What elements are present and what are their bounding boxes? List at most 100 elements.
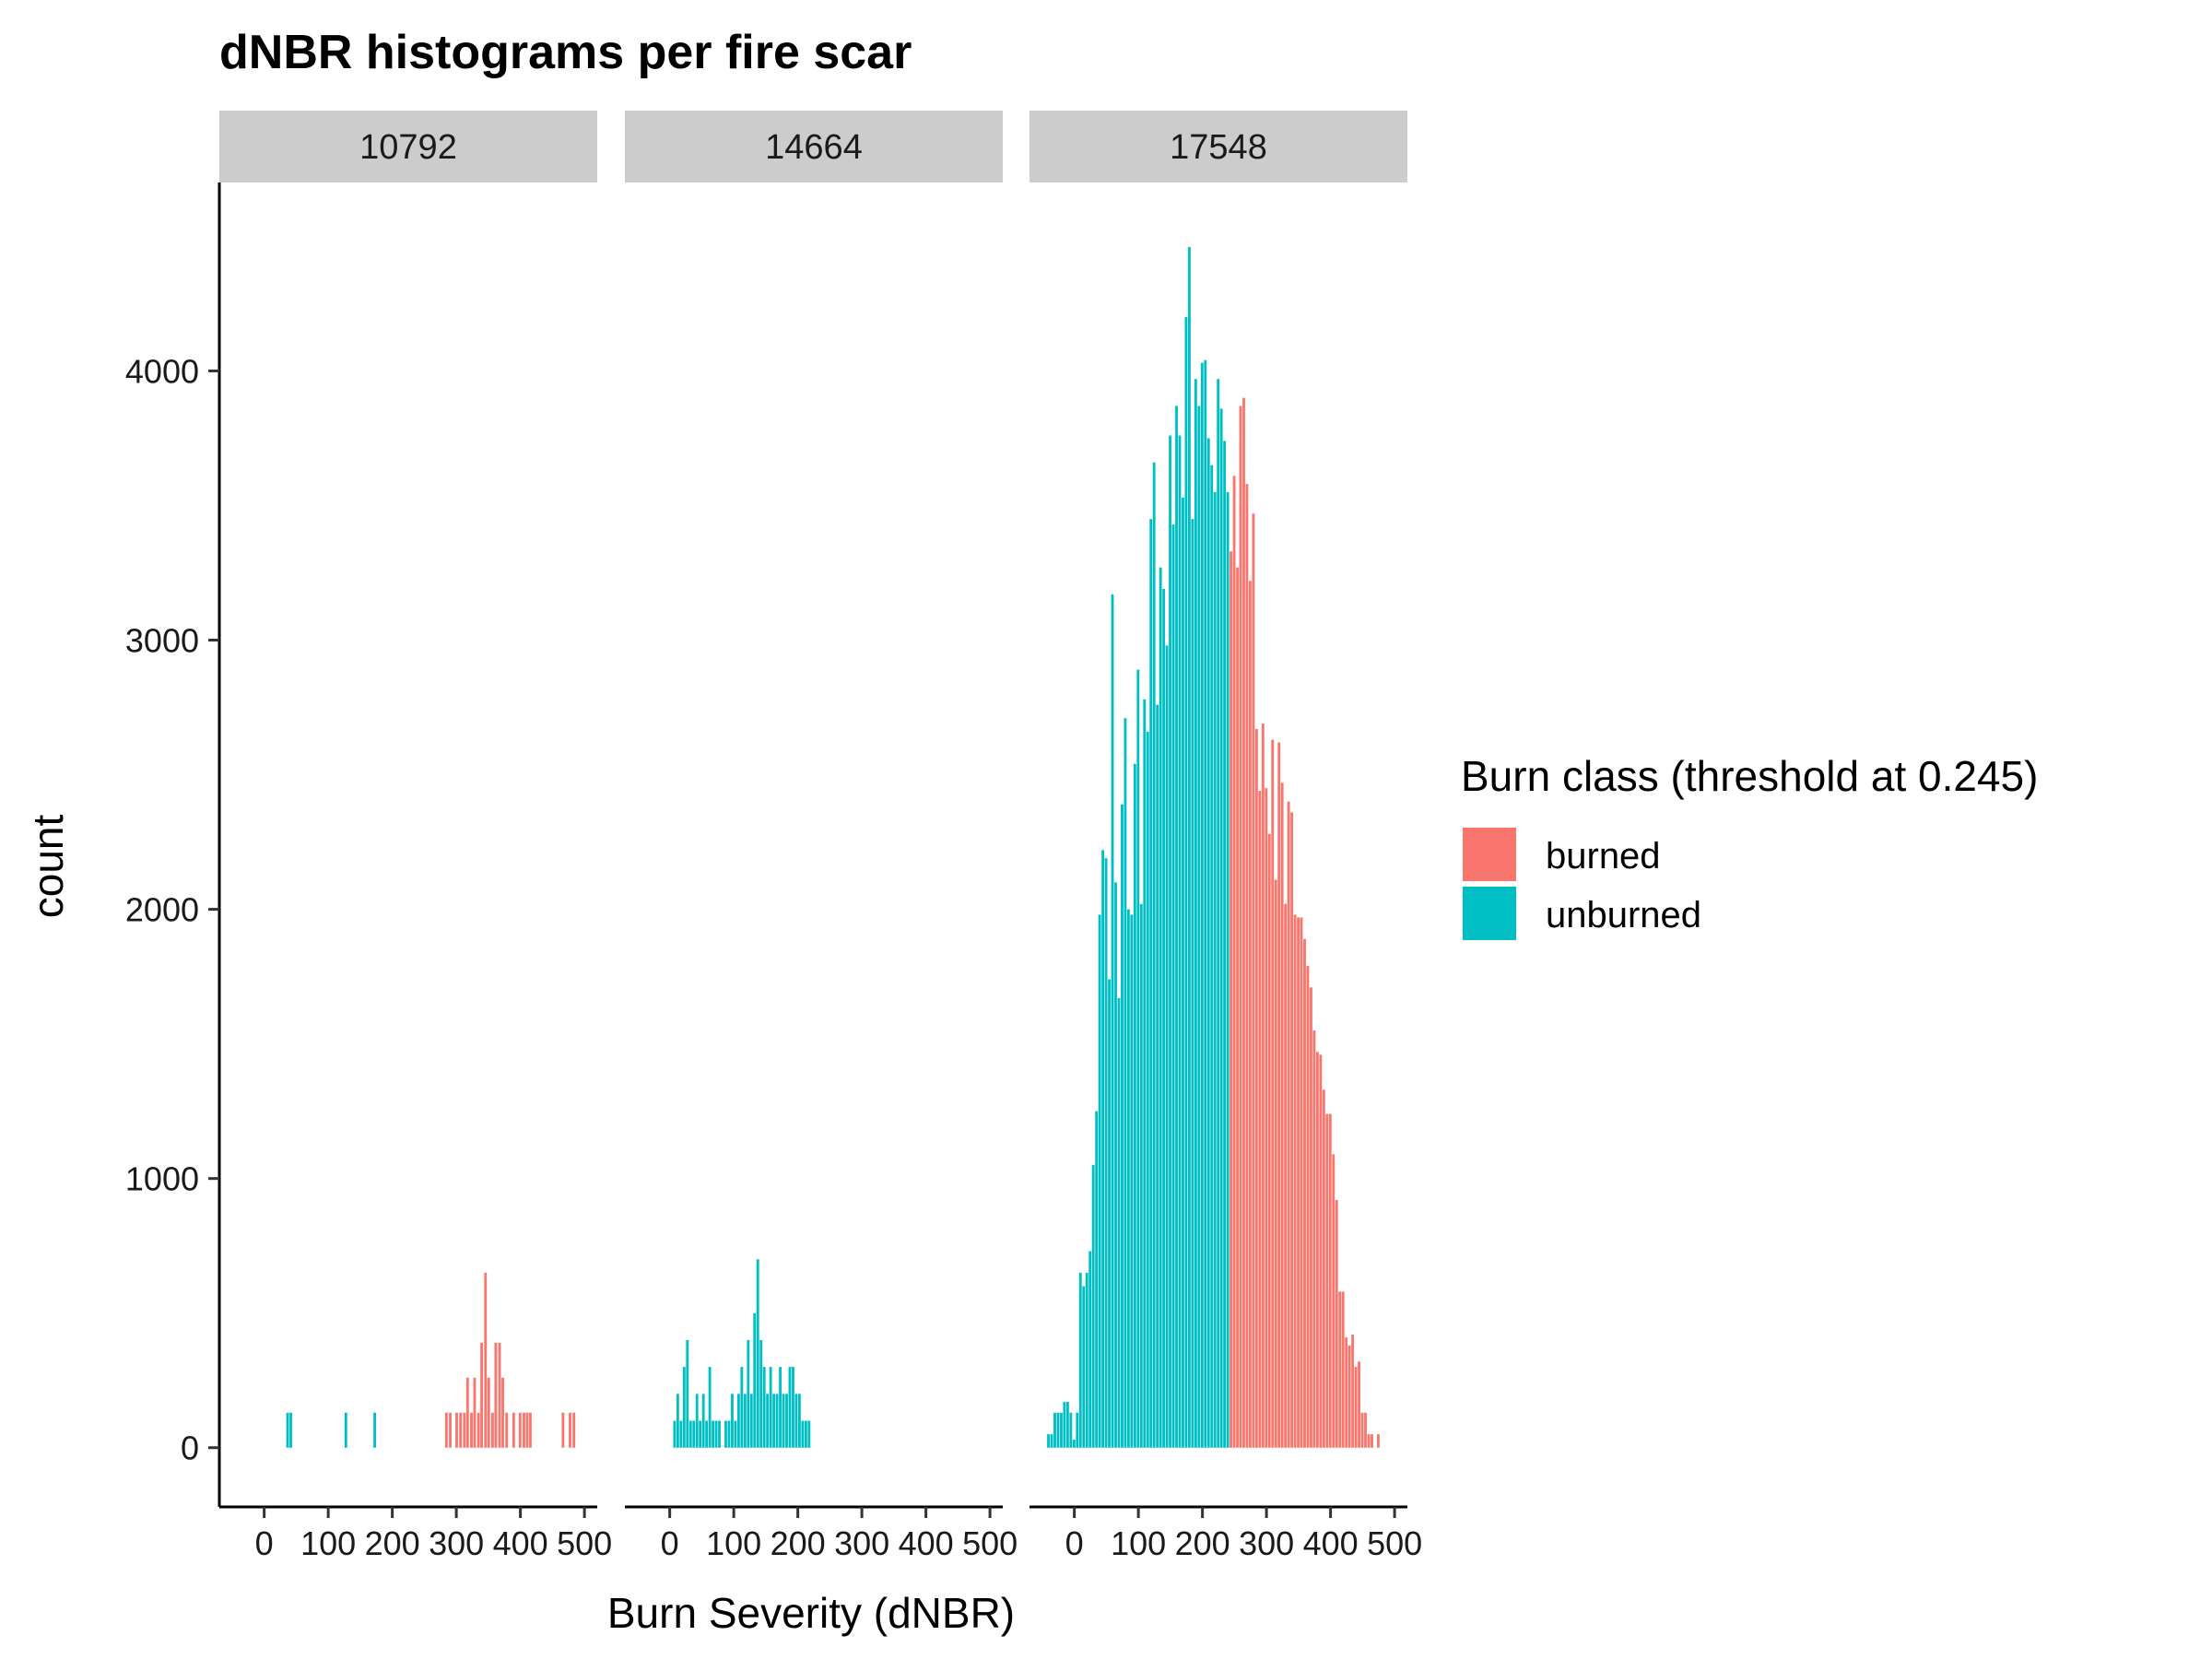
histogram-bar [743,1394,747,1448]
histogram-bar [1156,704,1159,1448]
histogram-bar [747,1339,750,1448]
histogram-bar [1293,914,1297,1448]
histogram-bar [1297,917,1300,1448]
histogram-bar [1354,1367,1358,1448]
histogram-bar [1312,1030,1316,1448]
histogram-bar [699,1420,702,1448]
histogram-bar [1261,724,1265,1448]
histogram-bar [712,1420,715,1448]
histogram-bar [682,1367,686,1448]
histogram-bar [286,1412,289,1448]
histogram-bar [455,1412,458,1448]
histogram-bar [736,1394,740,1448]
y-tick-label: 4000 [125,352,199,390]
histogram-bar [676,1394,679,1448]
histogram-bar [1169,435,1171,1448]
histogram-bar [1265,788,1268,1448]
y-tick-label: 3000 [125,622,199,660]
histogram-bar [465,1377,469,1448]
histogram-bar [1047,1434,1050,1448]
histogram-bar [1095,1111,1099,1448]
histogram-bar [569,1412,571,1448]
histogram-bar [1213,491,1217,1448]
histogram-bars [673,1259,811,1448]
histogram-bar [490,1412,494,1448]
histogram-bar [1226,491,1230,1448]
histogram-bar [1319,1054,1323,1448]
histogram-bar [449,1412,452,1448]
histogram-bar [1108,979,1111,1448]
histogram-bar [1152,462,1156,1448]
histogram-bar [484,1272,488,1448]
histogram-bar [1341,1291,1345,1448]
histogram-bar [1236,567,1239,1448]
x-tick-label: 200 [771,1524,826,1562]
histogram-bar [572,1412,576,1448]
histogram-bar [1239,406,1242,1448]
histogram-bar [792,1367,794,1448]
y-axis-title: count [24,815,72,919]
histogram-bar [1230,551,1233,1448]
histogram-bar [1088,1251,1092,1448]
histogram-bar [1310,987,1312,1448]
histogram-bar [782,1394,785,1448]
x-tick-label: 400 [899,1524,954,1562]
legend-label-unburned: unburned [1546,895,1701,935]
histogram-bar [1277,742,1281,1448]
histogram-bars [286,1272,576,1448]
histogram-bar [1249,581,1252,1448]
histogram-bar [1101,850,1105,1448]
histogram-bar [1076,1412,1079,1448]
legend: Burn class (threshold at 0.245) burned u… [1461,752,2038,940]
histogram-bar [673,1420,677,1448]
histogram-bar [708,1367,712,1448]
x-tick-label: 400 [493,1524,548,1562]
histogram-bar [1146,731,1149,1448]
histogram-bar [1274,879,1277,1448]
x-tick-label: 100 [1111,1524,1166,1562]
histogram-bar [523,1412,525,1448]
histogram-bar [487,1377,490,1448]
histogram-bar [1187,247,1191,1448]
histogram-bar [1200,362,1204,1448]
histogram-bar [1098,914,1101,1448]
histogram-bar [1182,497,1184,1448]
histogram-bar [1130,914,1134,1448]
histogram-bar [1322,1089,1325,1448]
histogram-bar [1280,782,1284,1448]
histogram-bar [714,1420,718,1448]
x-tick-label: 300 [1239,1524,1294,1562]
histogram-bar [473,1377,477,1448]
histogram-bar [1114,882,1117,1448]
histogram-bar [1360,1412,1364,1448]
histogram-bar [1139,903,1143,1448]
facet-strip [219,111,597,182]
histogram-bar [1254,728,1258,1448]
legend-label-burned: burned [1546,836,1661,877]
histogram-bar [494,1342,498,1448]
histogram-bar [1267,833,1271,1448]
histogram-bar [772,1394,776,1448]
facet-strip [625,111,1003,182]
histogram-bar [1245,484,1249,1448]
histogram-bar [1258,791,1262,1448]
histogram-bar [1242,397,1245,1448]
histogram-bar [1335,1200,1338,1448]
histogram-bar [1306,965,1310,1448]
histogram-bar [1056,1412,1060,1448]
histogram-bar [1078,1272,1082,1448]
x-tick-label: 500 [557,1524,612,1562]
histogram-bar [1303,938,1306,1448]
histogram-bar [1111,594,1114,1448]
histogram-bar [1191,519,1194,1448]
y-tick-label: 0 [181,1430,199,1467]
histogram-bar [1338,1291,1342,1448]
facet-panel-17548: 17548 0 100 200 300 400 500 [1030,111,1422,1562]
histogram-bar [1104,858,1108,1448]
histogram-bars [1047,247,1380,1448]
histogram-bar [1376,1434,1380,1448]
histogram-bar [779,1367,782,1448]
histogram-bar [1232,476,1236,1448]
histogram-bar [1159,567,1162,1448]
